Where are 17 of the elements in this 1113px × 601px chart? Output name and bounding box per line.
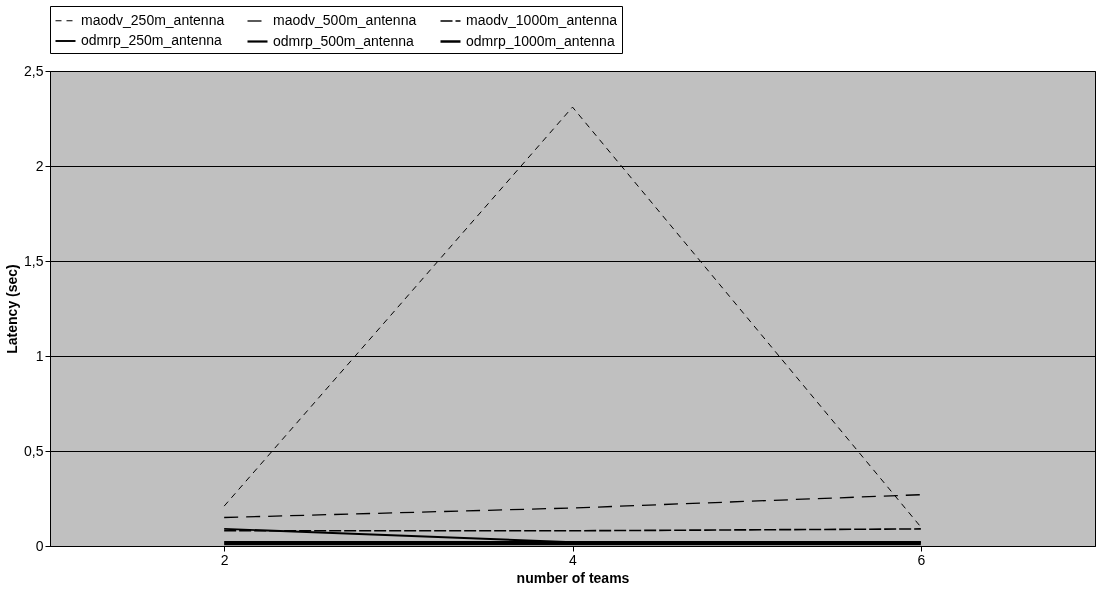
legend-label: maodv_250m_antenna bbox=[81, 11, 225, 28]
y-tick-label: 1 bbox=[35, 347, 44, 364]
y-tick-label: 2 bbox=[35, 157, 44, 174]
y-tick-label: 0,5 bbox=[24, 442, 44, 459]
y-tick-label: 2,5 bbox=[24, 62, 44, 79]
legend-label: maodv_500m_antenna bbox=[273, 12, 417, 28]
legend-label: maodv_1000m_antenna bbox=[466, 12, 618, 28]
legend-label: odmrp_250m_antenna bbox=[81, 32, 223, 48]
y-tick-label: 1,5 bbox=[24, 252, 44, 269]
y-tick-label: 0 bbox=[35, 537, 44, 554]
x-tick-label: 4 bbox=[569, 551, 578, 568]
x-tick-label: 6 bbox=[917, 551, 926, 568]
y-axis-title: Latency (sec) bbox=[4, 264, 21, 354]
legend-label: odmrp_500m_antenna bbox=[273, 32, 415, 49]
x-axis-title: number of teams bbox=[516, 569, 630, 586]
x-tick-label: 2 bbox=[220, 551, 229, 568]
legend-label: odmrp_1000m_antenna bbox=[466, 32, 615, 49]
